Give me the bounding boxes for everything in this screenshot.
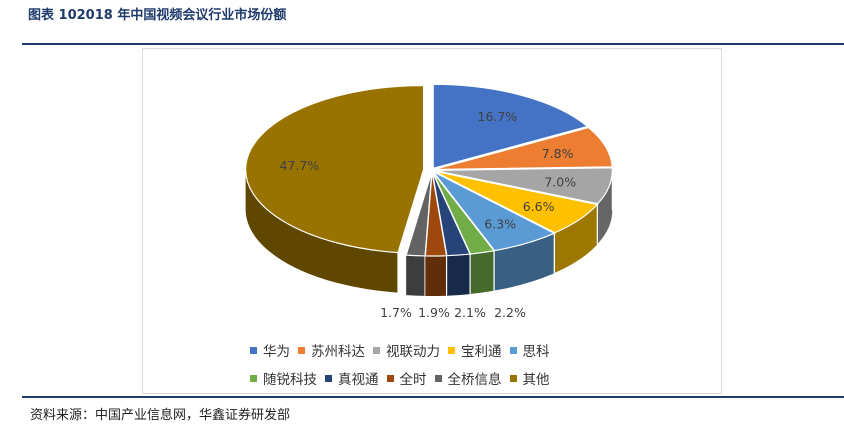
legend-label: 全桥信息 [447,372,502,388]
pie-slice-2 [434,167,613,205]
source-note: 资料来源：中国产业信息网，华鑫证券研发部 [30,408,291,423]
legend-item-3: 宝利通 [448,340,502,360]
legend-swatch [386,374,394,382]
data-label-3: 6.6% [523,199,555,214]
legend-swatch [250,374,257,382]
pie-slice-8 [405,171,433,257]
legend-label: 思科 [522,344,550,360]
legend-swatch [325,374,332,382]
slice-side-8 [406,255,426,296]
slice-side-6 [446,254,471,296]
legend-item-0: 华为 [250,340,290,360]
data-label-9: 47.7% [279,158,319,173]
legend-swatch [298,346,305,354]
data-label-4: 6.3% [484,216,516,231]
legend-swatch [448,346,455,354]
pie-slice-3 [433,170,599,234]
legend-label: 其他 [522,372,550,388]
legend-row-1: 华为 苏州科达 视联动力 宝利通 思科 [250,340,558,360]
legend-label: 视联动力 [386,344,440,360]
slice-side-9 [245,169,398,293]
slice-side-5 [470,250,495,295]
pie-labels: 16.7% 7.8% 7.0% 6.6% 6.3% 2.2% 2.1% 1.9% 1.7% 47.… [279,109,576,320]
legend-swatch [509,374,517,382]
legend-label: 全时 [399,372,427,388]
data-label-7: 1.9% [418,305,450,320]
pie-slice-9 [245,84,425,254]
pie-tops [245,83,613,257]
data-label-5: 2.2% [494,305,526,320]
slice-side-7 [425,255,447,296]
legend-item-5: 随锐科技 [250,368,317,388]
legend-swatch [250,346,257,354]
top-rule [22,43,844,45]
data-label-8: 1.7% [380,305,412,320]
legend-label: 随锐科技 [263,372,317,388]
bottom-rule [22,396,844,398]
pie-slice-4 [432,171,556,252]
legend-item-6: 真视通 [325,368,379,388]
legend-label: 苏州科达 [311,344,365,360]
data-label-1: 7.8% [542,146,574,161]
data-label-0: 16.7% [478,109,518,124]
legend-label: 宝利通 [461,344,502,360]
legend-swatch [509,346,517,354]
figure-title: 图表 102018 年中国视频会议行业市场份额 [28,8,287,23]
pie-slice-0 [432,83,589,170]
legend-item-1: 苏州科达 [298,340,365,360]
legend-item-7: 全时 [386,368,427,388]
legend-item-8: 全桥信息 [434,368,502,388]
data-label-6: 2.1% [454,305,486,320]
data-label-2: 7.0% [544,175,576,190]
legend-swatch [434,374,442,382]
legend-item-4: 思科 [509,340,550,360]
slice-side-3 [554,204,598,273]
legend-row-2: 随锐科技 真视通 全时 全桥信息 其他 [250,368,558,388]
legend-label: 真视通 [338,372,379,388]
pie-slice-1 [434,126,613,171]
legend-item-2: 视联动力 [373,340,440,360]
legend-label: 华为 [263,344,290,360]
legend-swatch [373,346,380,354]
legend-item-9: 其他 [509,368,550,388]
